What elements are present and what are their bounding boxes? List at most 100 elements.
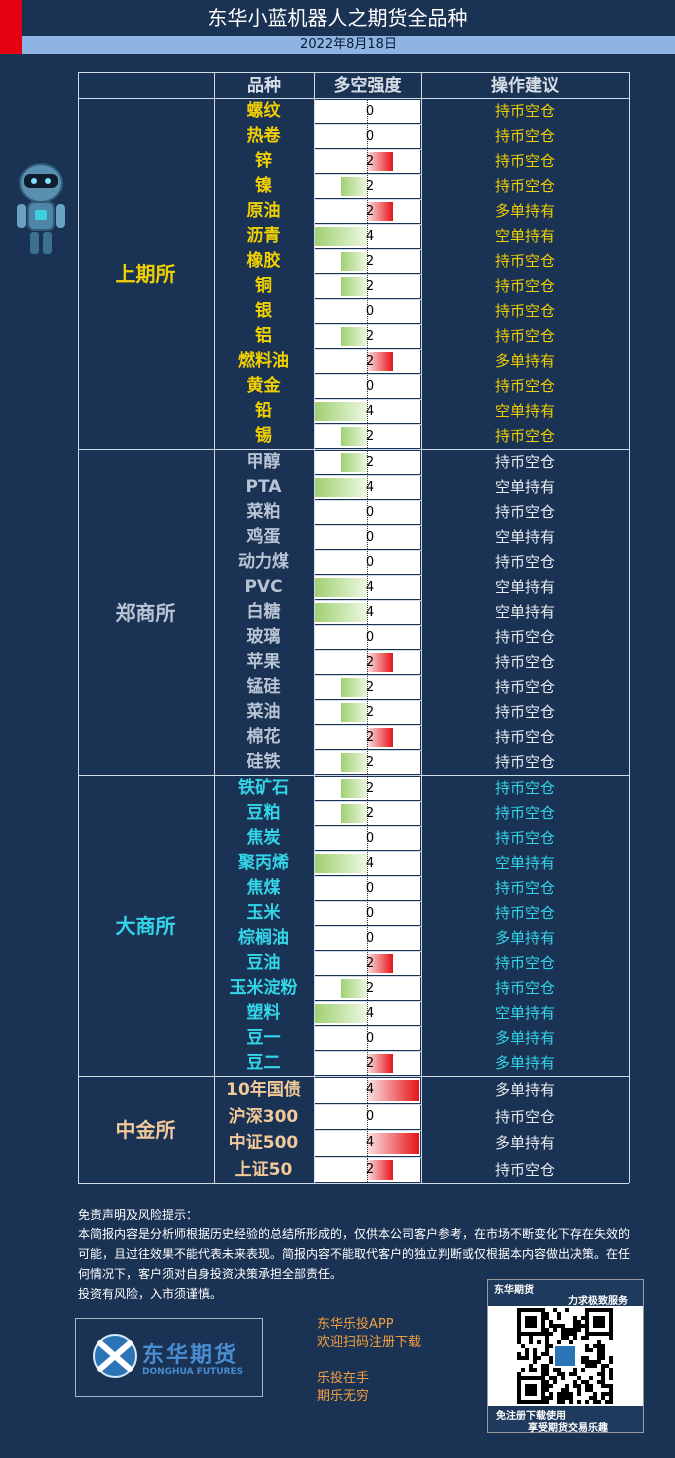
row-divider <box>314 124 421 125</box>
commodity-name: 镍 <box>255 176 272 196</box>
bullish-bar <box>367 954 393 973</box>
header-accent-bar <box>0 0 22 54</box>
bullish-bar <box>367 352 393 371</box>
commodity-name: 豆二 <box>246 1053 281 1073</box>
row-divider <box>314 349 421 350</box>
bullish-bar <box>367 1080 419 1101</box>
commodity-name: 鸡蛋 <box>246 527 281 547</box>
operation-advice: 持币空仓 <box>494 954 555 972</box>
operation-advice: 持币空仓 <box>494 703 555 721</box>
operation-advice: 空单持有 <box>494 578 555 596</box>
operation-advice: 持币空仓 <box>494 453 555 471</box>
risk-warning: 投资有风险，入市须谨慎。 <box>78 1287 223 1301</box>
zero-axis <box>367 1131 368 1156</box>
operation-advice: 空单持有 <box>494 402 555 420</box>
qr-brand: 东华期货 <box>494 1285 534 1296</box>
operation-advice: 持币空仓 <box>494 152 555 170</box>
zero-axis <box>367 1078 368 1103</box>
row-divider <box>314 750 421 751</box>
row-divider <box>314 650 421 651</box>
qr-code-panel[interactable]: 东华期货 力求极致服务 免注册下载使用 享受期货交易乐趣 <box>487 1279 644 1434</box>
zero-axis <box>367 125 368 148</box>
row-divider <box>314 951 421 952</box>
strength-value: 2 <box>365 154 375 169</box>
strength-value: 0 <box>365 555 375 570</box>
operation-advice: 持币空仓 <box>494 252 555 270</box>
zero-axis <box>367 501 368 524</box>
commodity-name: 银 <box>255 301 272 321</box>
app-slogan-1: 乐投在手 <box>317 1371 370 1386</box>
strength-value: 2 <box>365 781 375 796</box>
strength-value: 0 <box>365 931 375 946</box>
zero-axis <box>367 526 368 549</box>
commodity-name: 塑料 <box>246 1003 281 1023</box>
operation-advice: 多单持有 <box>494 202 555 220</box>
strength-value: 2 <box>365 354 375 369</box>
commodity-name: 铜 <box>255 276 272 296</box>
row-divider <box>314 475 421 476</box>
exchange-label: 上期所 <box>115 262 176 286</box>
page-title: 东华小蓝机器人之期货全品种 <box>207 6 468 30</box>
strength-value: 2 <box>365 956 375 971</box>
strength-value: 0 <box>365 505 375 520</box>
row-divider <box>314 725 421 726</box>
strength-value: 0 <box>365 1108 375 1124</box>
commodity-name: 菜粕 <box>246 502 281 522</box>
commodity-name: 玉米 <box>246 903 281 923</box>
row-divider <box>314 675 421 676</box>
row-divider <box>314 525 421 526</box>
strength-value: 2 <box>365 254 375 269</box>
operation-advice: 持币空仓 <box>494 553 555 571</box>
operation-advice: 持币空仓 <box>494 804 555 822</box>
bearish-bar <box>341 453 367 472</box>
commodity-name: 豆粕 <box>246 803 281 823</box>
column-divider <box>421 72 422 1183</box>
strength-value: 4 <box>365 605 375 620</box>
strength-value: 4 <box>365 480 375 495</box>
column-divider <box>629 72 630 1183</box>
zero-axis <box>367 902 368 925</box>
app-slogan-2: 期乐无穷 <box>317 1389 370 1404</box>
row-divider <box>314 625 421 626</box>
column-divider <box>78 72 79 1183</box>
column-header: 操作建议 <box>491 76 559 96</box>
row-divider <box>314 249 421 250</box>
group-divider <box>78 449 629 450</box>
commodity-name: 焦炭 <box>246 828 281 848</box>
commodity-name: 沥青 <box>246 226 281 246</box>
zero-axis <box>367 175 368 198</box>
zero-axis <box>367 551 368 574</box>
qr-slogan: 力求极致服务 <box>568 1296 628 1307</box>
bearish-bar <box>341 252 367 271</box>
operation-advice: 持币空仓 <box>494 327 555 345</box>
commodity-name: PVC <box>244 577 283 597</box>
bearish-bar <box>341 804 367 823</box>
group-divider <box>78 775 629 776</box>
commodity-name: 焦煤 <box>246 878 281 898</box>
strength-value: 2 <box>365 279 375 294</box>
commodity-name: 铝 <box>255 326 272 346</box>
group-divider <box>78 1076 629 1077</box>
operation-advice: 持币空仓 <box>494 653 555 671</box>
bullish-bar <box>367 728 393 747</box>
strength-value: 2 <box>365 655 375 670</box>
bullish-bar <box>367 653 393 672</box>
zero-axis <box>367 375 368 398</box>
bearish-bar <box>315 854 367 873</box>
zero-axis <box>367 250 368 273</box>
row-divider <box>314 324 421 325</box>
row-divider <box>314 424 421 425</box>
row-divider <box>314 1026 421 1027</box>
strength-value: 0 <box>365 379 375 394</box>
zero-axis <box>367 325 368 348</box>
zero-axis <box>367 200 368 223</box>
strength-value: 0 <box>365 1031 375 1046</box>
strength-value: 0 <box>365 831 375 846</box>
zero-axis <box>367 877 368 900</box>
strength-value: 2 <box>365 705 375 720</box>
operation-advice: 多单持有 <box>494 1081 555 1099</box>
row-divider <box>314 976 421 977</box>
row-divider <box>314 1001 421 1002</box>
qr-code-icon[interactable] <box>494 1308 636 1404</box>
column-divider <box>314 72 315 1183</box>
